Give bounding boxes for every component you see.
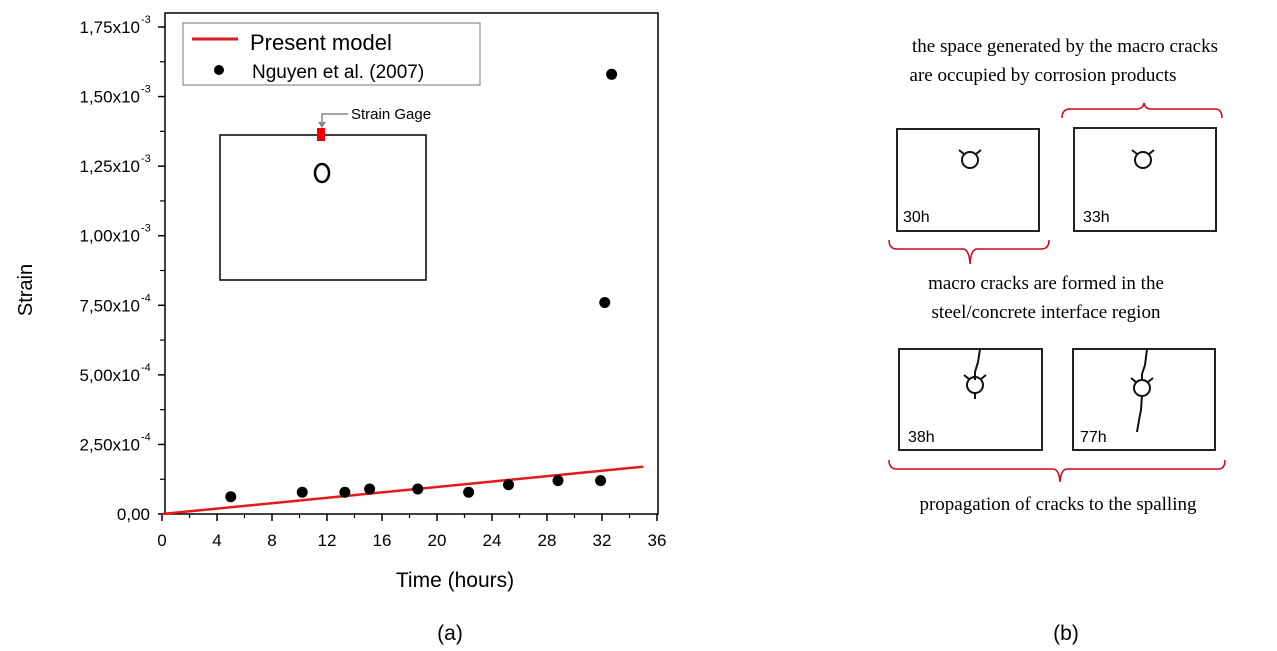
stage-38h: 38h [898,348,1043,451]
stage-label: 38h [908,429,935,446]
nguyen-data-point [599,297,611,309]
nguyen-data-point [339,486,351,498]
legend-label-nguyen: Nguyen et al. (2007) [252,62,424,83]
nguyen-data-point [296,486,308,498]
plot-frame [164,12,659,515]
nguyen-data-point [463,486,475,498]
y-tick-exponent: -3 [141,153,151,165]
bracket-middle [888,239,1050,265]
y-tick-label: 5,00x10 [80,366,141,385]
nguyen-data-point [503,479,514,491]
middle-text-line-1: macro cracks are formed in the [928,273,1164,294]
y-tick-exponent: -4 [141,362,151,374]
strain-gage-label: Strain Gage [351,106,431,123]
bracket-top [1061,102,1223,119]
x-tick-label: 20 [428,531,447,550]
y-tick-label: 1,75x10 [80,18,141,37]
y-tick-exponent: -4 [141,292,151,304]
x-tick-label: 28 [538,531,557,550]
crack-progression-panel: the space generated by the macro cracks … [888,36,1226,515]
legend-label-present-model: Present model [250,30,392,55]
present-model-line [161,465,644,516]
legend-marker-nguyen [214,65,224,75]
nguyen-data-point [552,475,564,487]
y-tick-label: 1,25x10 [80,157,141,176]
caption-b: (b) [1053,622,1079,645]
stage-label: 77h [1080,429,1107,446]
y-tick-exponent: -3 [141,84,151,96]
specimen-inset: Strain Gage [219,106,431,281]
x-tick-label: 32 [593,531,612,550]
y-tick-exponent: -4 [141,431,151,443]
stage-33h: 33h [1073,127,1217,232]
y-tick-label: 7,50x10 [80,296,141,315]
x-tick-label: 4 [212,531,221,550]
top-text-line-2: are occupied by corrosion products [910,65,1177,86]
stage-label: 33h [1083,209,1110,226]
y-tick-label: 0,00 [117,505,150,524]
x-axis-label: Time (hours) [396,569,514,592]
top-text-line-1: the space generated by the macro cracks [912,36,1218,57]
y-tick-exponent: -3 [141,223,151,235]
x-tick-label: 24 [483,531,502,550]
legend: Present model Nguyen et al. (2007) [182,22,481,86]
rebar-hole [313,162,331,184]
nguyen-data-point [364,483,376,495]
caption-a: (a) [437,622,463,645]
strain-gage-marker [317,128,325,141]
y-axis-label: Strain [15,264,37,316]
stage-77h: 77h [1072,348,1216,451]
nguyen-data-point [606,68,618,80]
x-tick-label: 16 [373,531,392,550]
y-tick-exponent: -3 [141,14,151,26]
x-tick-label: 36 [648,531,667,550]
nguyen-data-point [225,491,237,503]
x-tick-label: 8 [267,531,276,550]
y-tick-label: 1,50x10 [80,88,141,107]
y-tick-label: 2,50x10 [80,435,141,454]
bracket-bottom [888,459,1226,483]
y-tick-label: 1,00x10 [80,227,141,246]
stage-30h: 30h [896,128,1040,232]
x-tick-label: 12 [318,531,337,550]
x-tick-label: 0 [157,531,166,550]
nguyen-data-point [595,475,607,487]
nguyen-data-point [412,483,424,495]
bottom-text: propagation of cracks to the spalling [919,494,1197,515]
stage-label: 30h [903,209,930,226]
middle-text-line-2: steel/concrete interface region [932,302,1161,323]
strain-chart: 0,002,50x10 -45,00x10 -47,50x10 -41,00x10 -3… [15,12,667,592]
